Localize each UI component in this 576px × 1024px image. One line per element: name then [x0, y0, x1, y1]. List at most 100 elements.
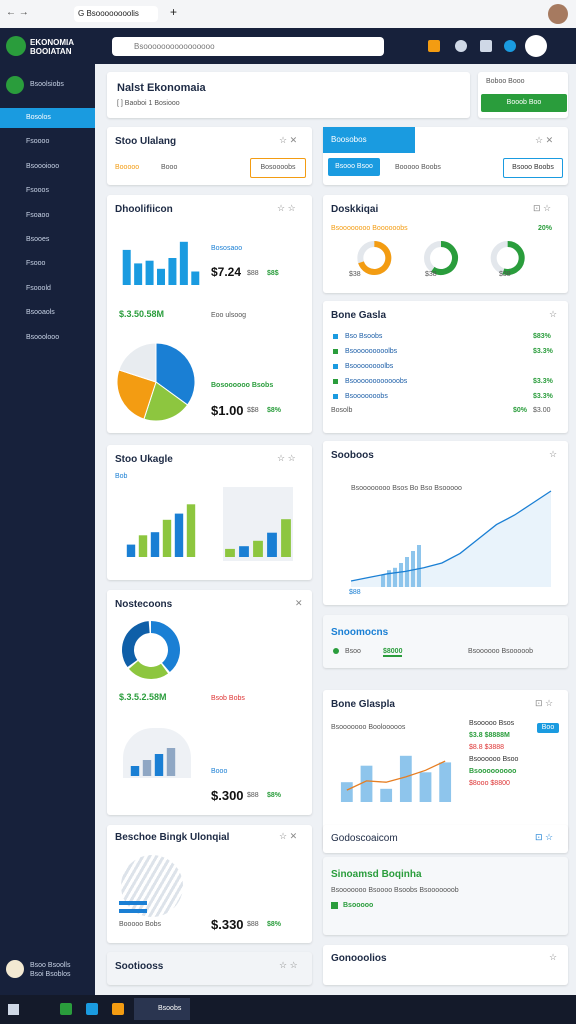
bar — [150, 532, 160, 557]
pie-slice — [155, 342, 196, 406]
card-actions[interactable]: ⊡ ☆ — [533, 203, 552, 213]
card-actions[interactable]: ☆ ✕ — [279, 831, 298, 841]
row-icon — [333, 349, 338, 354]
gauge-value — [431, 241, 458, 275]
nav-item[interactable]: Bsoooiooo — [26, 162, 60, 170]
profile[interactable] — [548, 4, 568, 24]
card-actions[interactable]: ☆ ☆ — [277, 203, 296, 213]
nav-item[interactable]: Fsoooo — [26, 138, 50, 146]
app-icon[interactable] — [60, 1003, 72, 1015]
donut-slice — [150, 621, 180, 673]
stat: $8% — [267, 921, 282, 928]
card: Stoo Ulalang ☆ ✕ Booooo Booo Bosoooobs — [107, 127, 312, 185]
avatar[interactable] — [525, 35, 547, 57]
icon[interactable] — [428, 40, 440, 52]
user-name: Bsoo Bsoolls — [30, 962, 71, 969]
button[interactable]: Booob Boo — [481, 94, 567, 112]
foot: Bosolb — [331, 407, 353, 414]
task[interactable]: Bsoobs — [134, 998, 190, 1020]
nav-item[interactable]: Fsooold — [26, 284, 51, 292]
button[interactable]: Bsooo Boobs — [503, 158, 563, 178]
nav-item[interactable]: Fsoaoo — [26, 211, 50, 219]
item: Bsoo — [345, 648, 361, 655]
card-actions[interactable]: ☆ ☆ — [277, 453, 296, 463]
new-tab[interactable]: + — [170, 5, 178, 19]
card: Sooboos ☆ Bsoooooooo Bsos Bo Bso Bsooooo… — [323, 441, 568, 605]
card-title: Doskkiqai — [331, 204, 379, 215]
row-label: Bsoooooooooooobs — [345, 378, 408, 385]
nav-item[interactable]: Fsooos — [26, 187, 49, 195]
stat: $8% — [267, 407, 282, 414]
header-card: Nalst Ekonomaia [ ] Baoboi 1 Bosiooo — [107, 72, 470, 118]
card-title: Gonooolios — [331, 953, 387, 964]
card-actions[interactable]: ☆ ✕ — [279, 135, 298, 145]
bar — [119, 909, 147, 913]
gauge-label: $38 — [425, 271, 437, 278]
tab[interactable]: G Bsoooooooolis — [74, 6, 158, 22]
card: Stoo Ukagle ☆ ☆ Bob — [107, 445, 312, 580]
nav-item[interactable]: Bsooaols — [26, 309, 55, 317]
card-title: Nostecoons — [115, 599, 173, 610]
icon[interactable] — [504, 40, 516, 52]
button[interactable]: Bosoooobs — [250, 158, 306, 178]
app-icon[interactable] — [86, 1003, 98, 1015]
search[interactable]: Bsoooooooooooooooo — [112, 37, 384, 56]
tab-active[interactable]: Boosobos — [323, 127, 415, 153]
card-title: Sooboos — [331, 450, 374, 461]
stat: $$8 — [247, 407, 259, 414]
icon[interactable] — [480, 40, 492, 52]
browser-bar: ← → G Bsoooooooolis + — [0, 0, 576, 28]
gauge-chart — [357, 241, 525, 275]
bar — [340, 782, 353, 802]
bar — [174, 513, 184, 557]
legend: Bsoooooooo Boooooobs — [331, 225, 408, 232]
card-title: Beschoe Bingk Ulonqial — [115, 832, 230, 843]
label: $.3.5.2.58M — [119, 692, 167, 702]
icon[interactable] — [455, 40, 467, 52]
bar — [380, 788, 393, 802]
text: Bsooooooo Boolooooos — [331, 724, 406, 731]
nav-item[interactable]: Bsooolooo — [26, 333, 60, 341]
user-avatar — [6, 960, 24, 978]
card-actions[interactable]: ☆ — [549, 952, 558, 962]
card-actions[interactable]: ☆ — [549, 449, 558, 459]
card-title: Sinoamsd Boqinha — [331, 869, 422, 880]
card-actions[interactable]: ☆ ✕ — [535, 135, 554, 145]
gauge-value — [358, 241, 392, 275]
label: Bob — [115, 473, 128, 480]
card-actions[interactable]: ☆ ☆ — [279, 960, 298, 970]
nav-item[interactable]: Bsooes — [26, 236, 50, 243]
card-actions[interactable]: ⊡ ☆ — [535, 832, 554, 842]
bar — [157, 268, 165, 285]
card-actions[interactable]: ⊡ ☆ — [535, 698, 554, 708]
card-actions[interactable]: ☆ — [549, 309, 558, 319]
gauge-value — [502, 241, 525, 275]
card-title: Sootiooss — [115, 961, 164, 972]
app-icon[interactable] — [112, 1003, 124, 1015]
card-title: Dhoolifiicon — [115, 204, 173, 215]
tag[interactable]: Boo — [537, 723, 559, 733]
stat: $88 — [247, 792, 259, 799]
bar — [393, 567, 397, 587]
button[interactable]: Bsooo Bsoo — [328, 158, 380, 176]
user: Bsoo Bsoolls Bsoi Bsoblos — [30, 961, 70, 979]
bar — [168, 258, 177, 285]
start[interactable] — [8, 1004, 19, 1015]
row-label: Bsoooooooolbs — [345, 363, 394, 370]
card: Sinoamsd Boqinha Bsooooooo Bsoooo Bsoobs… — [323, 857, 568, 935]
close[interactable]: ✕ — [295, 598, 303, 608]
bar — [381, 575, 385, 587]
nav-buttons[interactable]: ← → — [6, 7, 29, 18]
card: Snoomocns Bsoo $8000 Bsoooooo Bsooooob — [323, 615, 568, 668]
nav-item[interactable]: Fsooo — [26, 260, 46, 268]
nav-item[interactable]: Bosolos — [0, 108, 95, 128]
bar — [126, 544, 136, 557]
card-title: Godoscoaicom — [331, 833, 398, 844]
bar — [439, 762, 452, 802]
caption: Booooo Bobs — [119, 921, 162, 928]
bar-chart — [126, 504, 196, 557]
logo-icon — [6, 36, 26, 56]
row-label: Bsooooooooolbs — [345, 348, 398, 355]
label: Bososaoo — [211, 245, 243, 252]
card-title: Bone Gasla — [331, 310, 387, 321]
